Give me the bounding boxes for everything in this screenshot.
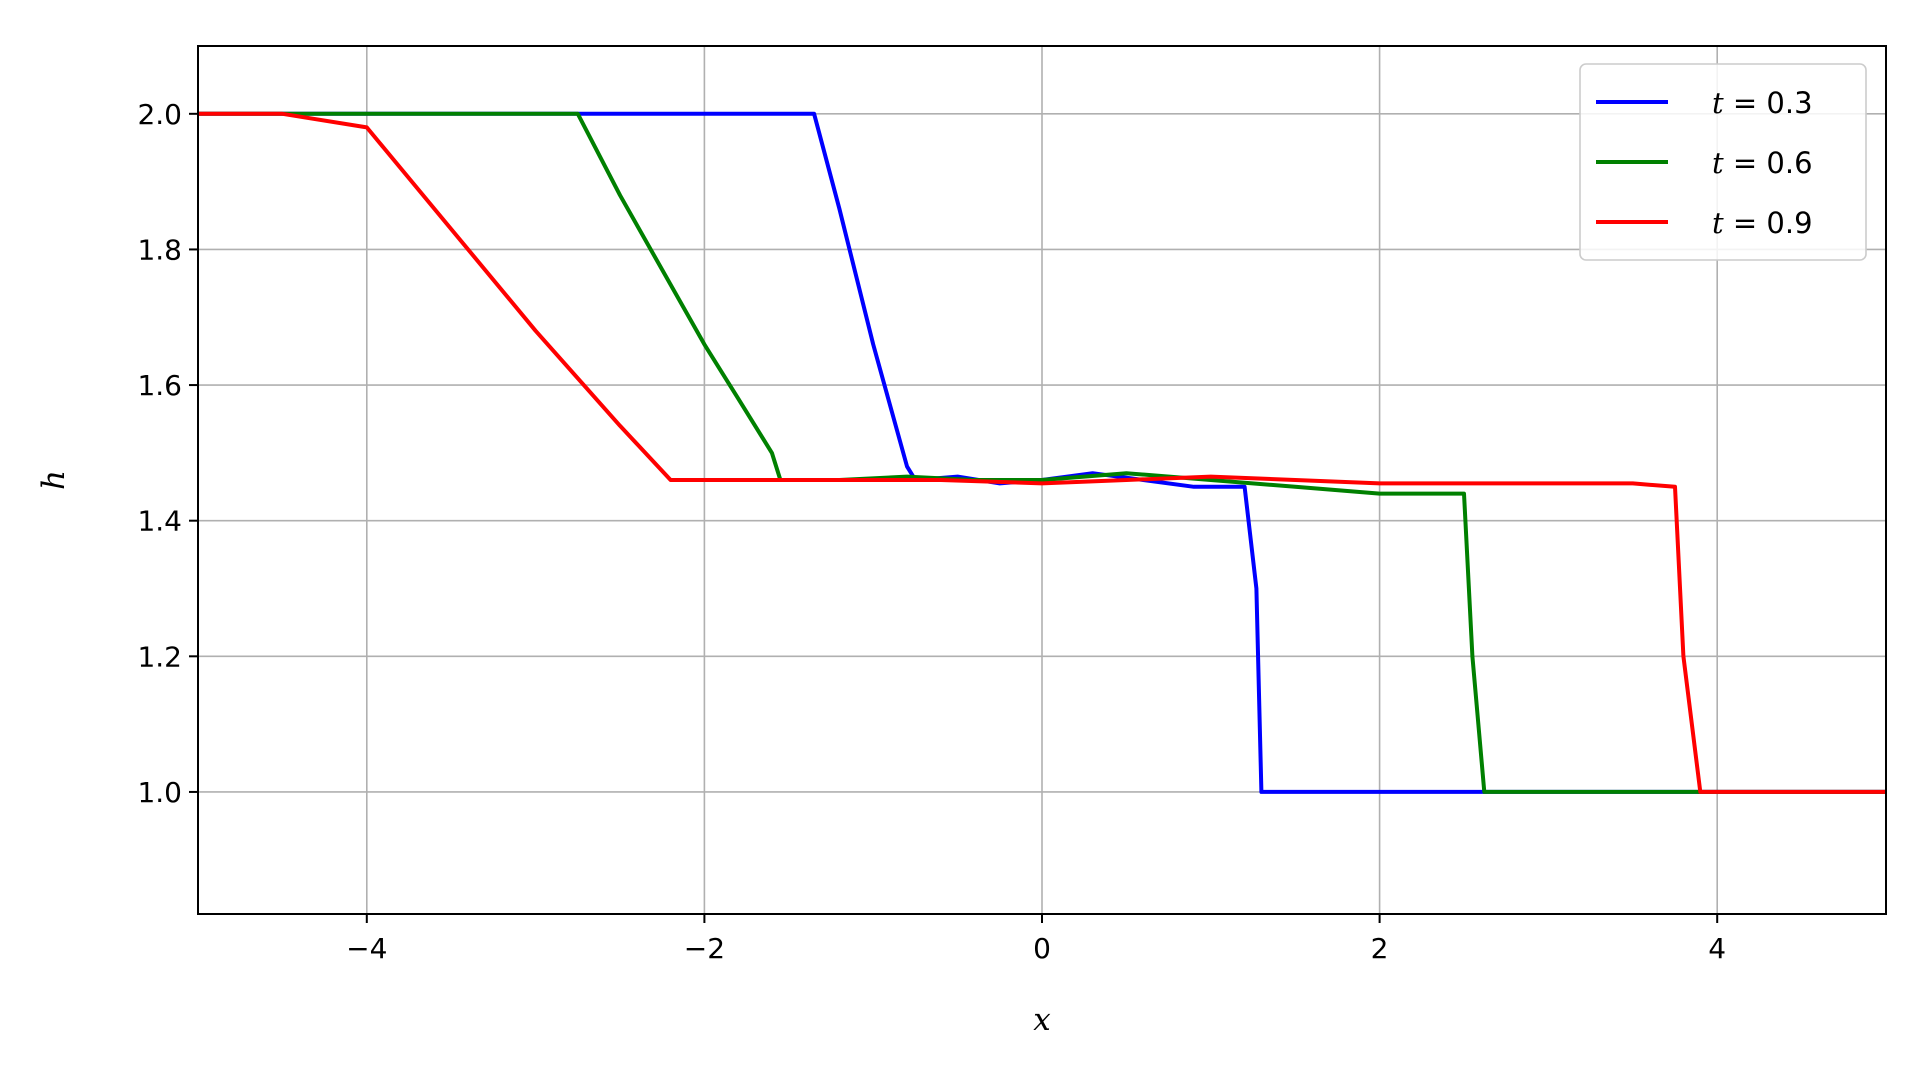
y-tick-label: 1.4: [137, 505, 182, 538]
legend-variable: t: [1712, 146, 1724, 180]
legend-label: t = 0.6: [1712, 146, 1813, 180]
y-tick-label: 1.0: [137, 776, 182, 809]
legend-variable: t: [1712, 206, 1724, 240]
legend-equals: =: [1724, 146, 1767, 180]
legend-value: 0.3: [1766, 86, 1812, 120]
y-tick-label: 1.6: [137, 369, 182, 402]
legend-label: t = 0.3: [1712, 86, 1813, 120]
x-axis-label: x: [1033, 1002, 1051, 1038]
series-line-3: [198, 111, 1886, 794]
axis-ticks: −4 −2 0 2 4 1.0 1.2 1.4 1.6 1.8 2.0: [137, 98, 1726, 965]
legend-variable: t: [1712, 86, 1724, 120]
y-tick-label: 1.2: [137, 640, 182, 673]
x-tick-label: 0: [1033, 932, 1051, 965]
legend-box: [1579, 63, 1867, 261]
legend-value: 0.6: [1766, 146, 1812, 180]
legend-equals: =: [1724, 86, 1767, 120]
y-axis-label: h: [36, 470, 72, 490]
x-tick-label: −4: [346, 932, 387, 965]
y-tick-label: 2.0: [137, 98, 182, 131]
x-tick-label: 4: [1708, 932, 1726, 965]
legend-label: t = 0.9: [1712, 206, 1813, 240]
x-tick-label: 2: [1371, 932, 1389, 965]
x-tick-label: −2: [684, 932, 725, 965]
y-tick-label: 1.8: [137, 233, 182, 266]
series-lines: [198, 111, 1886, 794]
legend-value: 0.9: [1766, 206, 1812, 240]
legend: t = 0.3t = 0.6t = 0.9: [1579, 63, 1867, 261]
legend-equals: =: [1724, 206, 1767, 240]
